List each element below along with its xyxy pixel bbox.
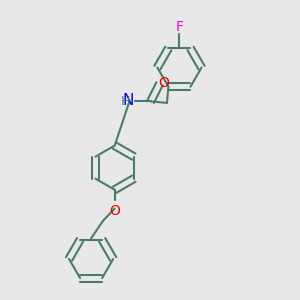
Text: F: F: [176, 20, 183, 34]
Text: O: O: [109, 204, 120, 218]
Text: O: O: [158, 76, 169, 90]
Text: N: N: [123, 93, 134, 108]
Text: H: H: [121, 95, 130, 109]
